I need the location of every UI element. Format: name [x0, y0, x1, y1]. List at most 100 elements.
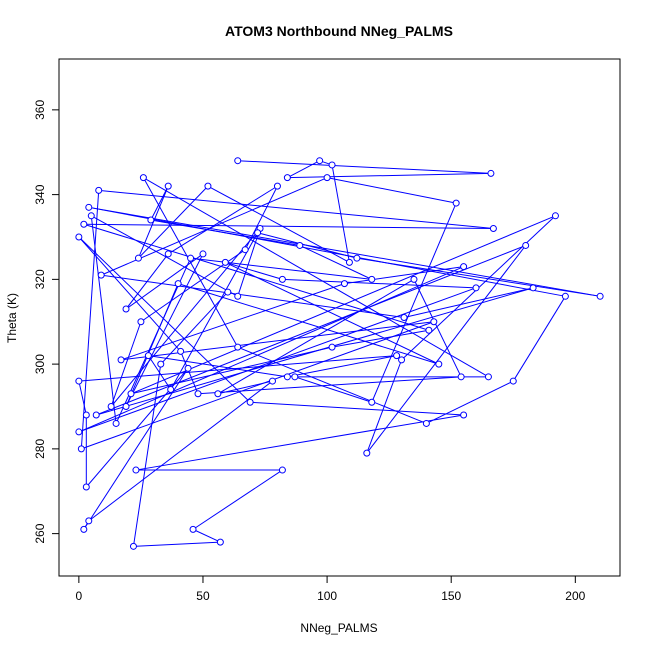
series-segment: [287, 172, 491, 179]
series-segment: [250, 401, 464, 416]
data-point: [184, 364, 192, 372]
series-segment: [142, 177, 239, 348]
series-segment: [110, 321, 142, 407]
series-segment: [143, 177, 489, 378]
data-point: [278, 466, 286, 474]
series-segment: [90, 215, 117, 424]
y-tick-label: 320: [33, 269, 47, 289]
data-point: [82, 411, 90, 419]
data-point: [164, 250, 172, 258]
series-segment: [125, 283, 179, 407]
y-tick-label: 300: [33, 354, 47, 374]
data-point: [435, 360, 443, 368]
data-point: [328, 343, 336, 351]
data-point: [214, 390, 222, 398]
data-point: [296, 241, 304, 249]
data-point: [117, 356, 125, 364]
data-point: [216, 538, 224, 546]
data-point: [75, 233, 83, 241]
data-point: [129, 542, 137, 550]
data-point: [139, 174, 147, 182]
series-segment: [83, 223, 494, 230]
data-point: [224, 288, 232, 296]
data-point: [398, 356, 406, 364]
series-segment: [225, 261, 283, 280]
series-segment: [98, 189, 494, 230]
data-point: [80, 525, 88, 533]
data-point: [323, 174, 331, 182]
data-point: [460, 263, 468, 271]
data-point: [551, 212, 559, 220]
y-tick-label: 340: [33, 184, 47, 204]
data-point: [400, 314, 408, 321]
data-point: [430, 318, 438, 326]
data-point: [254, 229, 262, 237]
data-point: [167, 386, 175, 394]
series-segment: [78, 236, 251, 403]
data-point: [529, 284, 537, 292]
series-points-group: [75, 157, 604, 550]
data-point: [177, 347, 185, 355]
series-segment: [190, 257, 372, 280]
data-point: [77, 445, 85, 453]
series-segment: [512, 296, 566, 382]
series-segment: [148, 355, 288, 378]
series-segment: [192, 528, 221, 543]
series-segment: [160, 291, 229, 365]
data-point: [234, 292, 242, 300]
data-point: [144, 352, 152, 360]
series-segment: [125, 253, 204, 310]
x-tick-label: 50: [196, 589, 210, 603]
y-axis: 260 280 300 320 340 360: [33, 100, 60, 544]
series-segment: [237, 160, 491, 174]
data-point: [283, 373, 291, 381]
data-point: [164, 182, 172, 190]
data-point: [452, 199, 460, 207]
y-tick-label: 360: [33, 100, 47, 120]
data-point: [340, 280, 348, 288]
series-segment: [197, 376, 462, 395]
data-point: [241, 246, 249, 254]
series-segment: [287, 160, 320, 179]
data-point: [316, 157, 324, 165]
series-segment: [180, 351, 199, 394]
data-point: [87, 212, 95, 220]
data-point: [95, 186, 103, 194]
data-point: [596, 292, 604, 300]
data-point: [221, 258, 229, 266]
data-point: [368, 398, 376, 406]
series-segment: [426, 380, 514, 424]
plot-frame: [58, 58, 621, 577]
series-segment: [78, 236, 182, 352]
data-point: [393, 352, 401, 360]
data-point: [472, 284, 480, 292]
series-segment: [150, 185, 169, 221]
data-point: [85, 517, 93, 525]
series-segment: [80, 190, 100, 449]
data-point: [345, 258, 353, 266]
series-segment: [130, 215, 556, 395]
series-segment: [237, 228, 261, 297]
series-segment: [225, 261, 440, 365]
data-point: [363, 449, 371, 457]
series-segment: [83, 368, 189, 530]
data-point: [157, 360, 165, 368]
series-segment: [88, 206, 601, 297]
data-point: [487, 169, 495, 177]
data-point: [75, 428, 83, 436]
series-segment: [81, 321, 434, 450]
data-point: [291, 373, 299, 381]
series-segment: [78, 266, 464, 433]
series-segment: [192, 469, 283, 530]
series-segment: [287, 355, 397, 378]
data-point: [92, 411, 100, 419]
x-tick-label: 100: [317, 589, 337, 603]
data-point: [147, 216, 155, 224]
data-point: [489, 225, 497, 233]
data-point: [522, 241, 530, 249]
x-axis: 0 50 100 150 200: [76, 575, 586, 603]
series-segment: [120, 321, 434, 361]
data-point: [82, 483, 90, 491]
data-point: [122, 402, 130, 410]
series-segment: [132, 364, 162, 547]
